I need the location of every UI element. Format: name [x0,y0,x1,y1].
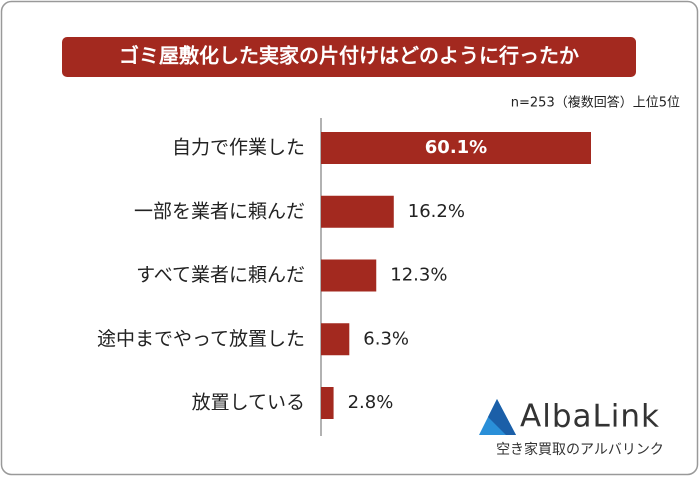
bar [321,132,591,164]
value-label: 12.3% [390,265,447,286]
category-label: 放置している [192,392,305,414]
bar [321,195,394,228]
title-banner [62,37,636,77]
value-label: 6.3% [363,328,409,349]
category-label: 途中までやって放置した [97,328,305,350]
logo-name: AlbaLink [520,399,660,435]
bar [321,259,377,292]
logo-tagline: 空き家買取のアルバリンク [496,441,664,458]
value-label: 2.8% [348,392,394,413]
category-label: 一部を業者に頼んだ [134,200,305,222]
logo-icon-shade [488,399,516,435]
value-label: 16.2% [408,201,465,222]
bar [321,323,350,356]
chart-title: ゴミ屋敷化した実家の片付けはどのように行ったか [119,44,579,68]
bar [321,387,334,419]
chart-subtitle: n=253（複数回答）上位5位 [511,95,680,111]
value-label: 60.1% [425,137,487,158]
category-label: 自力で作業した [172,137,305,159]
category-label: すべて業者に頼んだ [136,264,305,286]
logo: AlbaLink 空き家買取のアルバリンク [479,399,664,458]
